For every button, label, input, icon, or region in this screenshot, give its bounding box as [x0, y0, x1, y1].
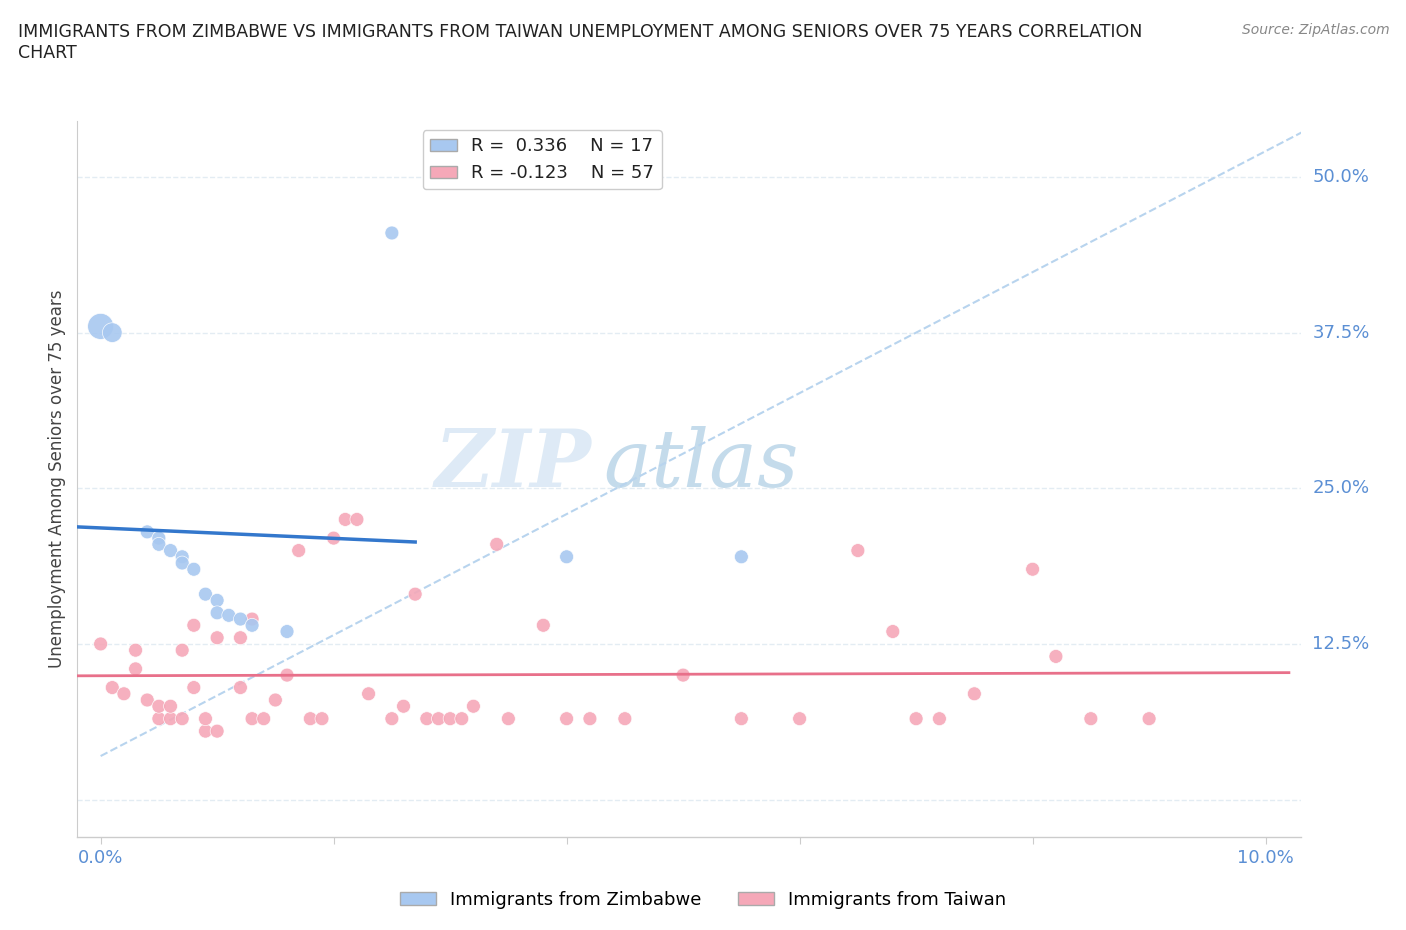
Point	[463, 698, 485, 713]
Point	[439, 711, 461, 726]
Point	[194, 711, 217, 726]
Point	[264, 693, 287, 708]
Point	[404, 587, 426, 602]
Point	[311, 711, 333, 726]
Text: ZIP: ZIP	[434, 426, 591, 503]
Point	[205, 724, 228, 738]
Point	[229, 612, 252, 627]
Point	[205, 631, 228, 645]
Point	[287, 543, 309, 558]
Point	[1021, 562, 1043, 577]
Point	[346, 512, 368, 527]
Point	[183, 680, 205, 695]
Point	[172, 550, 194, 565]
Point	[240, 618, 263, 632]
Text: IMMIGRANTS FROM ZIMBABWE VS IMMIGRANTS FROM TAIWAN UNEMPLOYMENT AMONG SENIORS OV: IMMIGRANTS FROM ZIMBABWE VS IMMIGRANTS F…	[18, 23, 1143, 41]
Point	[148, 537, 170, 551]
Point	[531, 618, 554, 632]
Point	[148, 698, 170, 713]
Point	[322, 531, 344, 546]
Point	[335, 512, 357, 527]
Point	[240, 612, 263, 627]
Point	[194, 587, 217, 602]
Point	[928, 711, 950, 726]
Point	[1045, 649, 1067, 664]
Point	[194, 724, 217, 738]
Point	[148, 711, 170, 726]
Point	[1137, 711, 1160, 726]
Point	[963, 686, 986, 701]
Point	[498, 711, 520, 726]
Point	[579, 711, 602, 726]
Point	[450, 711, 472, 726]
Point	[485, 537, 508, 551]
Text: CHART: CHART	[18, 44, 77, 61]
Point	[416, 711, 439, 726]
Text: 25.0%: 25.0%	[1312, 479, 1369, 498]
Point	[276, 668, 298, 683]
Point	[124, 643, 146, 658]
Point	[229, 680, 252, 695]
Point	[159, 543, 181, 558]
Point	[555, 550, 578, 565]
Point	[172, 711, 194, 726]
Point	[136, 693, 159, 708]
Point	[253, 711, 276, 726]
Legend: Immigrants from Zimbabwe, Immigrants from Taiwan: Immigrants from Zimbabwe, Immigrants fro…	[392, 884, 1014, 916]
Point	[672, 668, 695, 683]
Text: atlas: atlas	[603, 426, 799, 503]
Text: Source: ZipAtlas.com: Source: ZipAtlas.com	[1241, 23, 1389, 37]
Point	[183, 562, 205, 577]
Point	[299, 711, 322, 726]
Point	[136, 525, 159, 539]
Point	[205, 605, 228, 620]
Point	[882, 624, 904, 639]
Point	[357, 686, 380, 701]
Point	[183, 618, 205, 632]
Point	[101, 326, 124, 340]
Point	[381, 711, 404, 726]
Point	[101, 680, 124, 695]
Point	[172, 643, 194, 658]
Point	[276, 624, 298, 639]
Point	[846, 543, 869, 558]
Point	[555, 711, 578, 726]
Point	[1080, 711, 1102, 726]
Point	[240, 711, 263, 726]
Point	[229, 631, 252, 645]
Y-axis label: Unemployment Among Seniors over 75 years: Unemployment Among Seniors over 75 years	[48, 290, 66, 668]
Point	[392, 698, 415, 713]
Point	[159, 698, 181, 713]
Point	[148, 531, 170, 546]
Text: 12.5%: 12.5%	[1312, 635, 1369, 653]
Legend: R =  0.336    N = 17, R = -0.123    N = 57: R = 0.336 N = 17, R = -0.123 N = 57	[423, 130, 662, 190]
Point	[730, 550, 752, 565]
Point	[124, 661, 146, 676]
Point	[789, 711, 811, 726]
Point	[381, 226, 404, 241]
Point	[90, 319, 112, 334]
Point	[112, 686, 135, 701]
Point	[90, 636, 112, 651]
Point	[172, 555, 194, 570]
Point	[905, 711, 928, 726]
Point	[218, 608, 240, 623]
Point	[205, 593, 228, 608]
Point	[159, 711, 181, 726]
Point	[730, 711, 752, 726]
Text: 37.5%: 37.5%	[1312, 324, 1369, 341]
Point	[613, 711, 636, 726]
Point	[427, 711, 450, 726]
Text: 50.0%: 50.0%	[1312, 168, 1369, 186]
